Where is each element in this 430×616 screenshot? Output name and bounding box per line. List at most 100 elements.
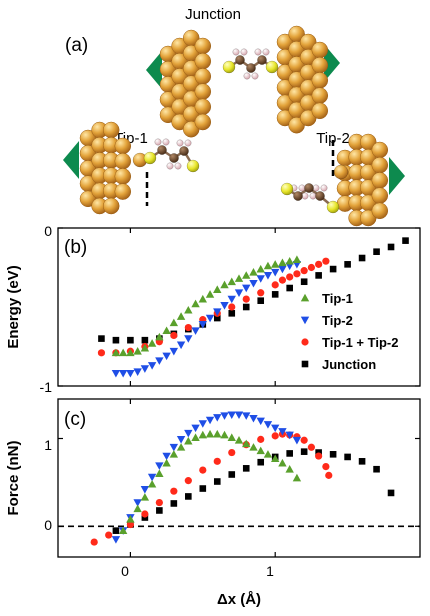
tip1-gold (79, 121, 132, 215)
gold-atom (102, 197, 120, 215)
data-point-triangle-up (155, 332, 164, 341)
data-point-triangle-down (205, 416, 215, 425)
data-point-square (242, 303, 250, 311)
hydrogen-atom (320, 184, 328, 192)
gold-atom (371, 172, 389, 189)
energy-legend: Tip-1 Tip-2 Tip-1 + Tip-2 Junction (300, 291, 398, 372)
data-point-triangle-up (176, 312, 186, 320)
data-point-square (141, 336, 149, 344)
data-point-triangle-down (227, 411, 236, 419)
data-point-circle (307, 263, 315, 272)
tip1-arrow (63, 141, 79, 179)
gold-atom (311, 72, 329, 89)
data-point-triangle-up (234, 436, 244, 444)
data-point-circle (293, 270, 301, 278)
data-point-triangle-down (234, 289, 244, 297)
data-point-circle (242, 295, 250, 303)
gold-atom (311, 56, 329, 74)
data-point-square (373, 248, 380, 255)
data-point-square (373, 465, 380, 473)
data-point-square (329, 265, 337, 273)
data-point-triangle-up (111, 348, 121, 357)
data-point-square (301, 360, 309, 368)
carbon-atom (315, 191, 325, 201)
carbon-atom (235, 55, 245, 65)
data-point-triangle-down (256, 275, 265, 283)
data-point-circle (228, 448, 236, 457)
tip2-arrow (389, 157, 405, 195)
data-point-square (387, 243, 395, 251)
data-point-circle (301, 338, 309, 346)
junction-right-gold (276, 25, 329, 134)
force-xtick-0: 0 (121, 563, 129, 579)
gold-atom (114, 168, 132, 185)
data-point-triangle-down (263, 421, 273, 429)
data-point-triangle-up (220, 430, 229, 439)
data-point-triangle-up (249, 443, 258, 451)
data-point-triangle-down (263, 272, 273, 280)
hydrogen-atom (162, 138, 170, 146)
data-point-triangle-up (220, 280, 229, 289)
gold-atom (311, 87, 329, 104)
data-point-triangle-up (155, 469, 164, 477)
data-point-triangle-up (133, 347, 142, 355)
data-point-triangle-down (176, 341, 186, 350)
data-point-triangle-down (140, 486, 150, 494)
data-point-triangle-down (285, 431, 294, 440)
data-point-triangle-up (263, 450, 273, 458)
data-point-triangle-up (133, 504, 142, 513)
data-point-square (213, 478, 221, 485)
data-point-square (300, 278, 308, 286)
force-ticks (58, 399, 420, 557)
data-point-square (344, 261, 351, 268)
data-point-triangle-up (271, 260, 280, 268)
gold-atom (371, 202, 389, 220)
data-point-triangle-down (256, 417, 265, 426)
data-point-triangle-up (191, 433, 200, 441)
data-point-triangle-down (300, 316, 310, 325)
data-point-square (199, 485, 207, 492)
sulfur-atom (143, 151, 157, 165)
gold-atom (114, 137, 132, 155)
data-point-circle (322, 462, 330, 471)
junction-label: Junction (185, 6, 241, 23)
energy-ytick-0: 0 (44, 223, 52, 239)
data-point-triangle-down (249, 414, 258, 423)
data-point-square (228, 471, 236, 478)
hydrogen-atom (166, 162, 174, 170)
data-point-circle (271, 281, 279, 289)
data-point-triangle-up (126, 348, 135, 357)
data-point-circle (315, 452, 323, 460)
data-point-triangle-down (249, 279, 258, 288)
data-point-triangle-up (285, 256, 294, 265)
data-point-triangle-up (242, 439, 251, 448)
hydrogen-atom (174, 162, 182, 170)
data-point-circle (170, 331, 178, 340)
data-point-triangle-up (126, 515, 135, 523)
data-point-triangle-up (162, 326, 171, 335)
data-point-triangle-down (205, 314, 215, 323)
data-point-triangle-down (242, 284, 251, 293)
data-point-square (315, 272, 322, 279)
hydrogen-atom (262, 48, 270, 56)
data-point-triangle-up (176, 443, 186, 451)
data-point-square (358, 458, 366, 465)
data-point-triangle-down (227, 295, 236, 304)
tip2-gold (336, 133, 389, 227)
data-point-circle (184, 477, 192, 485)
data-point-triangle-up (292, 473, 302, 482)
hydrogen-atom (243, 72, 251, 80)
data-point-square (242, 465, 250, 472)
data-point-triangle-down (133, 499, 142, 507)
gold-atom (371, 141, 389, 159)
data-point-square (344, 453, 351, 461)
force-xtick-1: 1 (266, 563, 274, 579)
hydrogen-atom (154, 138, 162, 146)
data-point-triangle-up (198, 430, 207, 439)
force-ytick-1: 1 (44, 437, 52, 453)
atom-models (63, 25, 405, 227)
data-point-triangle-down (111, 536, 121, 544)
force-ylabel: Force (nN) (5, 440, 22, 515)
gold-atom (311, 102, 329, 120)
data-point-circle (286, 273, 294, 281)
